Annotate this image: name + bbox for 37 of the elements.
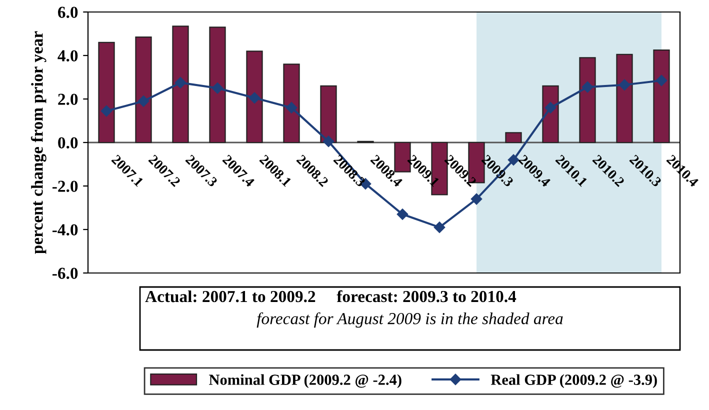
point <box>434 222 446 233</box>
point <box>582 81 594 93</box>
y-tick-label: 0.0 <box>58 137 78 149</box>
point <box>544 102 556 114</box>
bar <box>209 26 226 144</box>
bar <box>653 50 670 144</box>
bar <box>98 42 115 144</box>
point <box>322 136 334 148</box>
legend-label: Nominal GDP (2009.2 @ -2.4) <box>209 374 402 388</box>
bar <box>246 50 263 144</box>
point <box>100 105 112 117</box>
point <box>470 193 482 205</box>
bar <box>135 36 152 144</box>
legend-label: Real GDP (2009.2 @ -3.9) <box>490 374 657 388</box>
text: forecast for August 2009 is in the shaded area <box>256 312 563 328</box>
point <box>656 74 668 86</box>
y-tick-label: -2.0 <box>52 180 78 192</box>
y-tick-label: -4.0 <box>52 224 78 236</box>
y-tick-label: 4.0 <box>58 50 78 62</box>
point <box>618 79 630 90</box>
bar <box>283 64 300 144</box>
point <box>286 102 298 114</box>
bar <box>579 57 596 144</box>
point <box>174 77 186 88</box>
y-tick-label: 2.0 <box>58 94 78 106</box>
y-axis-title: percent change from prior year <box>30 31 46 254</box>
bar <box>172 26 189 144</box>
bar <box>320 85 337 144</box>
bar <box>505 132 522 144</box>
text: Actual: 2007.1 to 2009.2 forecast: 2009.3 to 2010.4 <box>145 290 516 302</box>
point <box>248 92 260 104</box>
bar <box>616 54 633 144</box>
point <box>396 208 408 220</box>
point <box>212 82 224 94</box>
point <box>138 96 150 107</box>
y-tick-label: 6.0 <box>58 6 78 18</box>
y-tick-label: -6.0 <box>52 268 78 280</box>
